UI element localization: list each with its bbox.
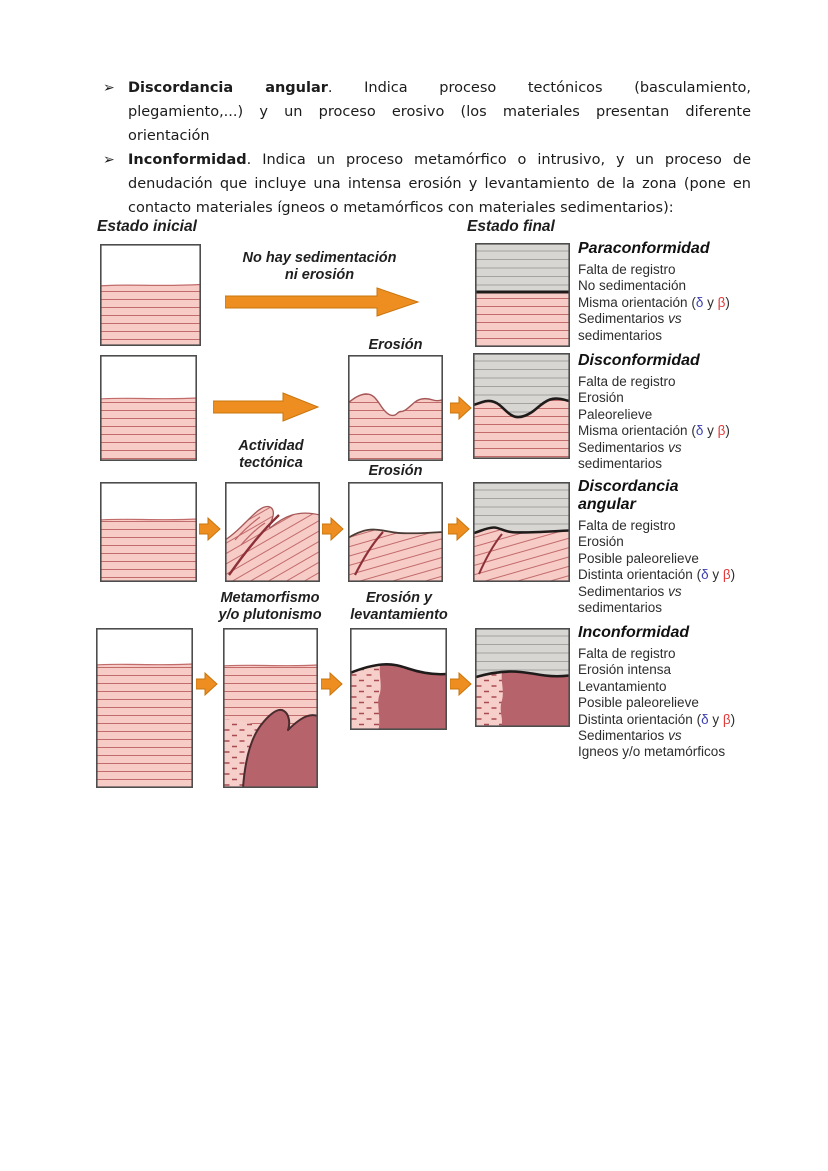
term-discordancia-angular: Discordancia angular — [128, 80, 328, 96]
arrow-right-small — [321, 671, 343, 697]
label-erosion-row3: Erosión — [368, 463, 423, 479]
beta-symbol: β — [717, 423, 726, 439]
arrow-right-small — [450, 395, 472, 421]
legend-detail: sedimentarios — [578, 600, 663, 616]
bullet-line: contacto materiales ígneos o metamórfico… — [128, 200, 674, 216]
legend-detail-orientation: Distinta orientación (δ y β) — [578, 567, 736, 583]
label-metamorfismo-plutonismo: Metamorfismo y/o plutonismo — [218, 590, 322, 623]
arrow-right-small — [450, 671, 472, 697]
unconformity-diagram: Estado inicial Estado final No hay sedim… — [95, 218, 828, 803]
legend-detail-vs: Sedimentarios vs — [578, 728, 682, 744]
arrow-right-small — [196, 671, 218, 697]
bullet-marker-icon: ➢ — [103, 80, 115, 96]
delta-symbol: δ — [701, 711, 709, 727]
strata-box-final-disconformidad — [473, 353, 570, 459]
legend-title-line2: angular — [578, 496, 636, 513]
legend-detail: Erosión — [578, 534, 624, 550]
label-no-sedimentation: No hay sedimentación ni erosión — [242, 250, 397, 283]
legend-title: Discordancia — [578, 478, 679, 495]
legend-detail: Falta de registro — [578, 646, 676, 661]
legend-detail-orientation: Misma orientación (δ y β) — [578, 423, 730, 439]
legend-detail: Posible paleorelieve — [578, 695, 699, 711]
strata-box-folded — [225, 482, 320, 582]
strata-box-initial-2 — [100, 355, 197, 461]
beta-symbol: β — [717, 294, 726, 310]
legend-detail: Falta de registro — [578, 518, 676, 533]
label-estado-inicial: Estado inicial — [97, 218, 197, 235]
strata-box-initial-1 — [100, 244, 201, 346]
arrow-right-small — [199, 516, 221, 542]
legend-title: Paraconformidad — [578, 240, 710, 257]
arrow-right-small — [322, 516, 344, 542]
strata-box-final-discordancia — [473, 482, 570, 582]
label-erosion-row2: Erosión — [368, 337, 423, 353]
term-inconformidad: Inconformidad — [128, 152, 247, 168]
label-estado-final: Estado final — [467, 218, 555, 235]
legend-detail: Levantamiento — [578, 678, 667, 694]
legend-detail-vs: Sedimentarios vs — [578, 583, 682, 599]
strata-box-final-paraconformidad — [475, 243, 570, 347]
strata-box-folded-eroded — [348, 482, 443, 582]
legend-detail: Erosión intensa — [578, 662, 672, 678]
delta-symbol: δ — [701, 567, 709, 583]
strata-box-pluton — [223, 628, 318, 788]
legend-detail: Erosión — [578, 390, 624, 406]
arrow-right-large — [225, 287, 420, 317]
strata-box-uplifted-eroded — [350, 628, 447, 730]
legend-detail: Falta de registro — [578, 262, 676, 277]
beta-symbol: β — [722, 711, 731, 727]
strata-box-eroded — [348, 355, 443, 461]
legend-detail: Posible paleorelieve — [578, 550, 699, 566]
legend-disconformidad: Disconformidad Falta de registro Erosión… — [578, 352, 828, 472]
bullet-marker-icon: ➢ — [103, 152, 115, 168]
legend-title: Disconformidad — [578, 352, 700, 369]
legend-paraconformidad: Paraconformidad Falta de registro No sed… — [578, 240, 828, 344]
bullet-line: plegamiento,...) y un proceso erosivo (l… — [128, 104, 751, 120]
label-erosion-levantamiento: Erosión y levantamiento — [350, 590, 448, 623]
bullet-item-inconformidad: ➢ Inconformidad. Indica un proceso metam… — [103, 148, 751, 220]
legend-detail: sedimentarios — [578, 456, 663, 472]
legend-detail-orientation: Distinta orientación (δ y β) — [578, 711, 736, 727]
legend-detail-orientation: Misma orientación (δ y β) — [578, 294, 730, 310]
legend-inconformidad: Inconformidad Falta de registro Erosión … — [578, 624, 828, 761]
legend-detail-vs: Sedimentarios vs — [578, 311, 682, 327]
legend-detail-vs: Sedimentarios vs — [578, 439, 682, 455]
legend-detail: No sedimentación — [578, 278, 687, 294]
arrow-right-medium — [213, 392, 320, 422]
legend-detail: Paleorelieve — [578, 406, 653, 422]
delta-symbol: δ — [695, 294, 704, 310]
bullet-line: Inconformidad. Indica un proceso metamór… — [128, 152, 751, 168]
legend-detail: sedimentarios — [578, 327, 663, 343]
bullet-line: orientación — [128, 128, 210, 144]
arrow-right-small — [448, 516, 470, 542]
intro-text: ➢ Discordancia angular. Indica proceso t… — [103, 76, 751, 220]
strata-box-initial-3 — [100, 482, 197, 582]
strata-box-final-inconformidad — [475, 628, 570, 727]
legend-discordancia-angular: Discordancia angular Falta de registro E… — [578, 478, 828, 616]
bullet-line: Discordancia angular. Indica proceso tec… — [128, 80, 751, 96]
legend-title: Inconformidad — [578, 624, 690, 641]
label-actividad-tectonica: Actividad tectónica — [238, 438, 304, 471]
beta-symbol: β — [722, 567, 731, 583]
delta-symbol: δ — [695, 423, 704, 439]
legend-detail: Falta de registro — [578, 374, 676, 389]
bullet-item-discordancia: ➢ Discordancia angular. Indica proceso t… — [103, 76, 751, 148]
strata-box-initial-4 — [96, 628, 193, 788]
legend-detail: Igneos y/o metamórficos — [578, 744, 726, 760]
bullet-line: denudación que incluye una intensa erosi… — [128, 176, 751, 192]
